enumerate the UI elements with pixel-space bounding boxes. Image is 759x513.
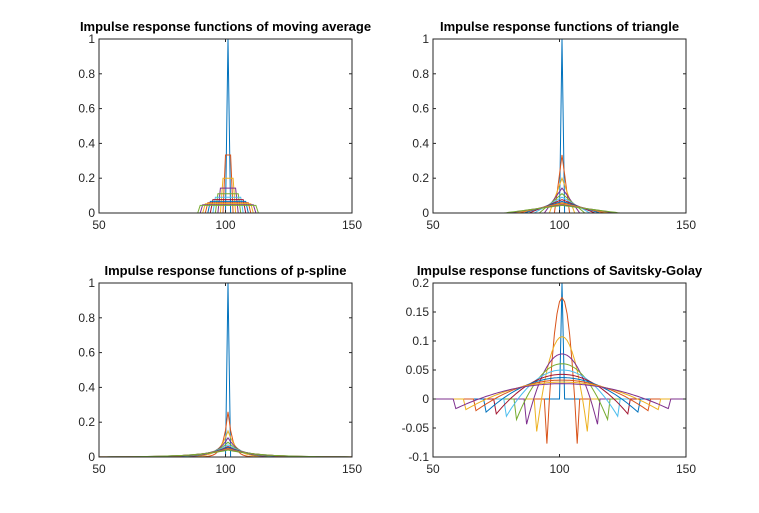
y-tick-label: 0.05	[406, 363, 430, 377]
chart-title: Impulse response functions of triangle	[440, 19, 679, 34]
x-tick-label: 50	[92, 218, 106, 232]
chart-savitsky-golay: 50 100 150 -0.1 -0.05 0 0.05 0.1 0.15 0.2Impulse …	[402, 263, 703, 476]
x-tick-label: 50	[426, 218, 440, 232]
series-line-1	[433, 38, 686, 214]
y-tick-label: 0.8	[412, 67, 429, 81]
chart-title: Impulse response functions of p-spline	[105, 263, 347, 278]
y-tick-label: 1	[422, 32, 429, 46]
y-tick-label: 0	[88, 206, 95, 220]
y-tick-label: 0	[88, 450, 95, 464]
y-tick-label: 0.8	[78, 67, 95, 81]
y-tick-label: 0	[422, 392, 429, 406]
chart-p-spline: 50 100 150 0 0.2 0.4 0.6 0.8 1 Impulse response f…	[78, 263, 362, 476]
y-tick-label: -0.05	[402, 421, 430, 435]
x-tick-label: 150	[676, 462, 696, 476]
y-tick-label: 0.1	[412, 334, 429, 348]
y-tick-label: -0.1	[408, 450, 429, 464]
y-tick-label: 0.15	[406, 305, 430, 319]
y-tick-label: 1	[88, 276, 95, 290]
y-tick-label: 0.2	[412, 171, 429, 185]
chart-triangle: 50 100 150 0 0.2 0.4 0.6 0.8 1 Impulse response f…	[412, 19, 696, 232]
y-tick-label: 0	[422, 206, 429, 220]
x-tick-label: 100	[215, 218, 235, 232]
y-tick-label: 0.8	[78, 311, 95, 325]
chart-title: Impulse response functions of moving ave…	[80, 19, 371, 34]
chart-title: Impulse response functions of Savitsky-G…	[417, 263, 703, 278]
y-tick-label: 1	[88, 32, 95, 46]
y-tick-label: 0.4	[78, 380, 95, 394]
y-tick-label: 0.2	[412, 276, 429, 290]
y-tick-label: 0.6	[78, 346, 95, 360]
x-tick-label: 100	[215, 462, 235, 476]
y-tick-label: 0.6	[412, 102, 429, 116]
x-tick-label: 50	[92, 462, 106, 476]
series-line-10	[433, 381, 686, 411]
y-tick-label: 0.2	[78, 171, 95, 185]
y-tick-label: 0.6	[78, 102, 95, 116]
x-tick-label: 100	[549, 218, 569, 232]
series-line-9	[433, 379, 686, 412]
x-tick-label: 100	[549, 462, 569, 476]
x-tick-label: 150	[342, 462, 362, 476]
y-tick-label: 0.2	[78, 415, 95, 429]
x-tick-label: 150	[342, 218, 362, 232]
series-line-1	[99, 38, 352, 214]
y-tick-label: 0.4	[78, 136, 95, 150]
x-tick-label: 150	[676, 218, 696, 232]
y-tick-label: 0.4	[412, 136, 429, 150]
x-tick-label: 50	[426, 462, 440, 476]
series-line-11	[433, 383, 686, 410]
